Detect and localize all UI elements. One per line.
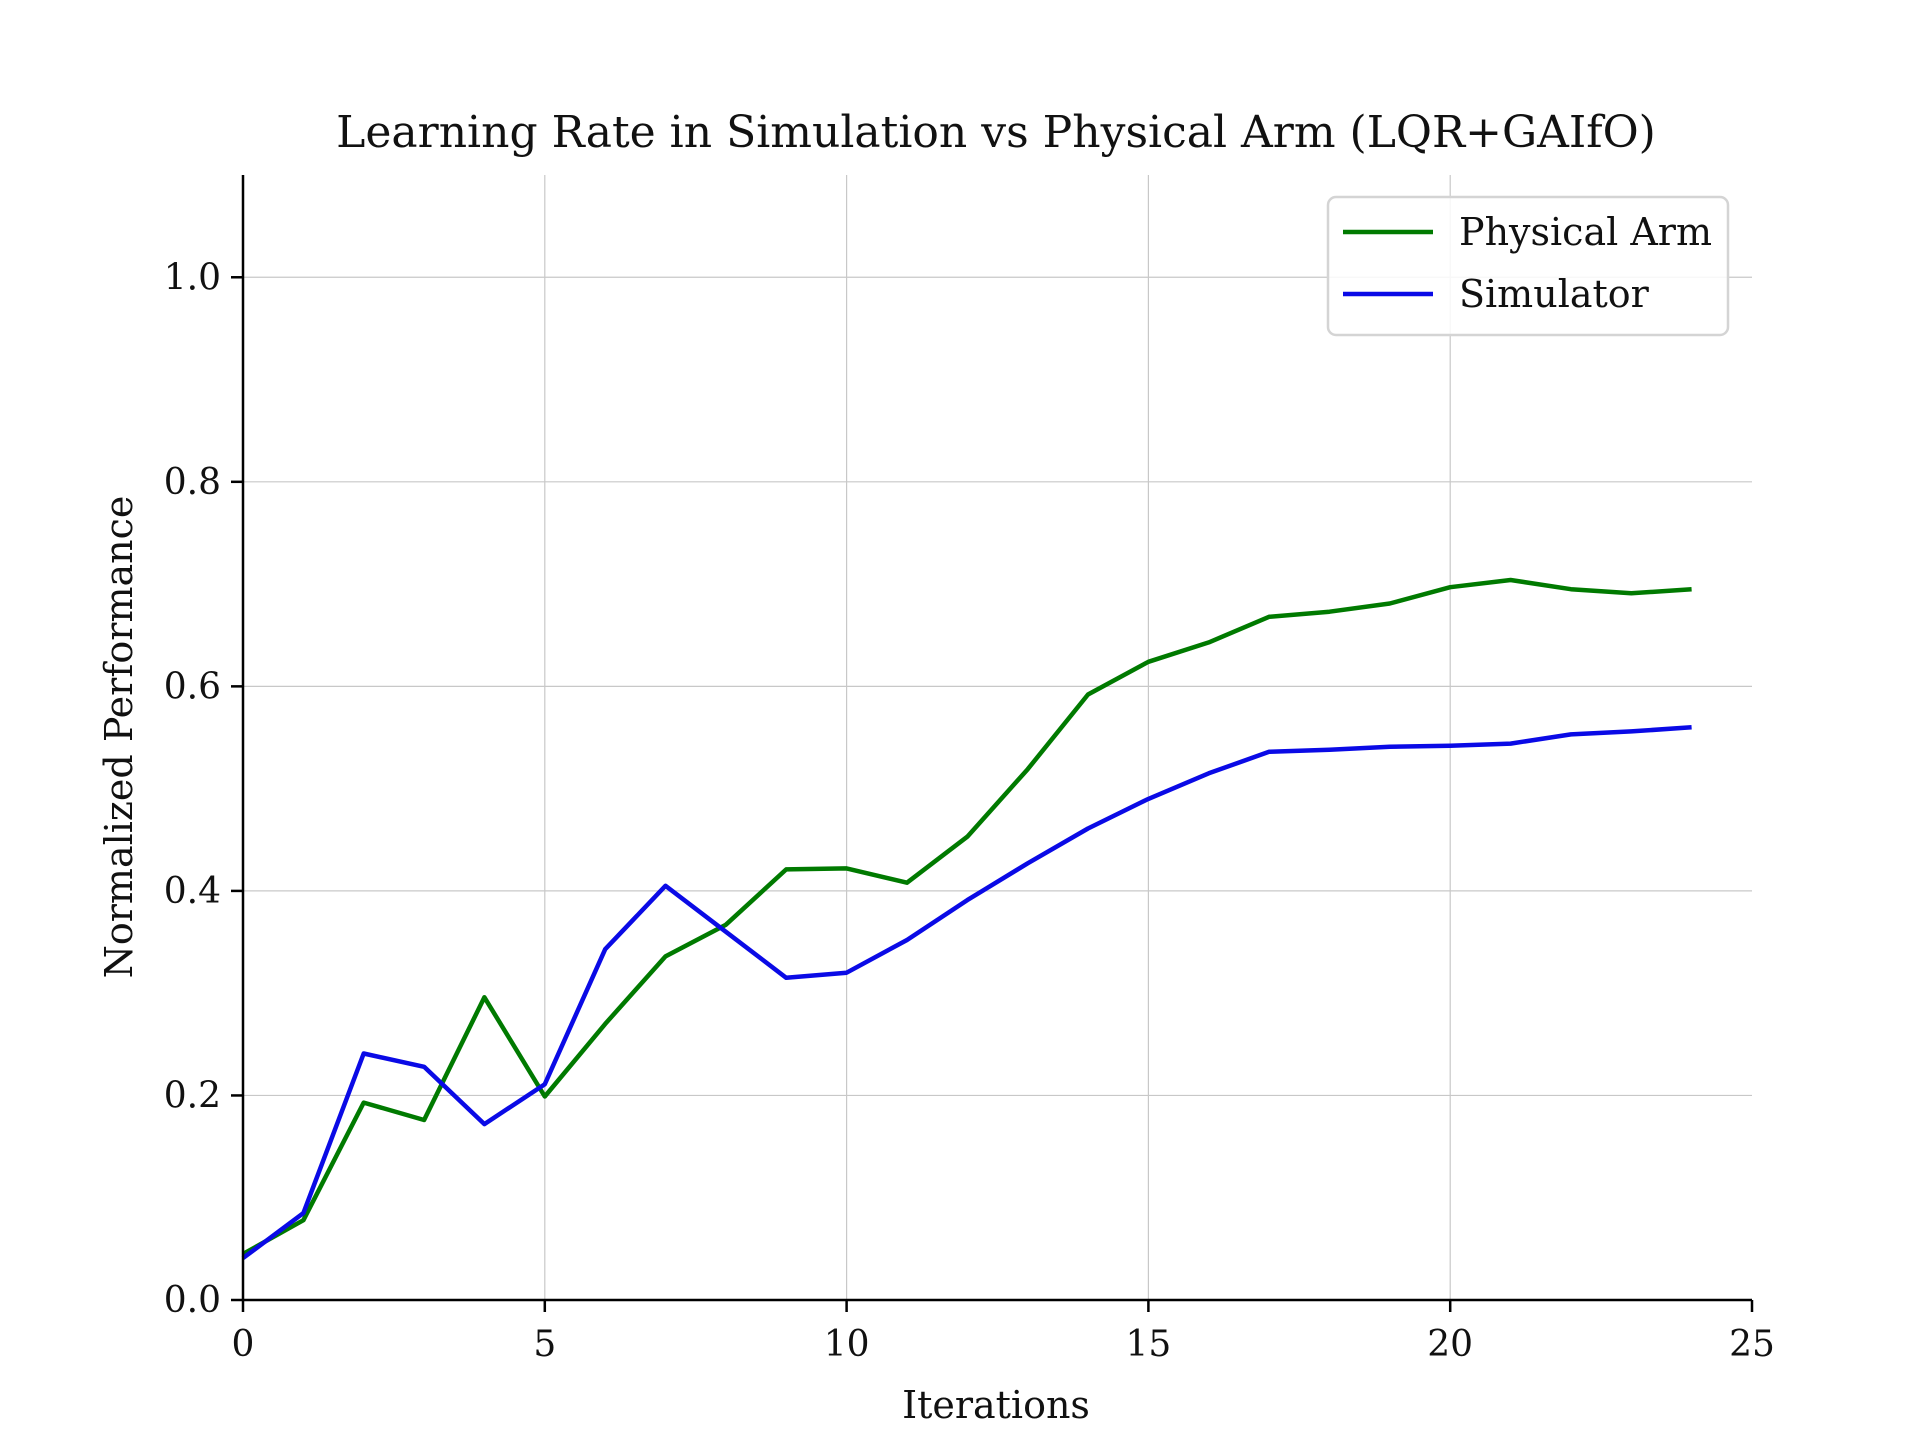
y-axis-label: Normalized Performance: [97, 496, 141, 979]
series-line-simulator: [241, 725, 1692, 1260]
grid: [243, 175, 1752, 1300]
y-tick-label: 0.6: [164, 666, 221, 707]
x-tick-label: 25: [1729, 1324, 1775, 1365]
x-tick-label: 5: [533, 1324, 556, 1365]
chart-title: Learning Rate in Simulation vs Physical …: [336, 107, 1656, 158]
series-line-physical-arm: [241, 577, 1692, 1256]
x-tick-label: 20: [1427, 1324, 1473, 1365]
ticks: 0 5 10 15 20 25 0.0 0.2 0.4 0.6 0.8 1.0: [164, 257, 1775, 1365]
x-tick-label: 15: [1125, 1324, 1171, 1365]
y-tick-label: 0.0: [164, 1280, 221, 1321]
legend-entry-label: Physical Arm: [1459, 210, 1712, 254]
series-lines: [241, 577, 1692, 1260]
legend-entry-label: Simulator: [1459, 272, 1650, 316]
axes: [241, 175, 1752, 1302]
legend: Physical Arm Simulator: [1326, 195, 1730, 337]
y-tick-label: 0.8: [164, 462, 221, 503]
x-axis-label: Iterations: [902, 1383, 1090, 1427]
x-tick-label: 10: [824, 1324, 870, 1365]
y-tick-label: 1.0: [164, 257, 221, 298]
y-tick-label: 0.2: [164, 1075, 221, 1116]
x-tick-label: 0: [232, 1324, 255, 1365]
y-tick-label: 0.4: [164, 871, 221, 912]
